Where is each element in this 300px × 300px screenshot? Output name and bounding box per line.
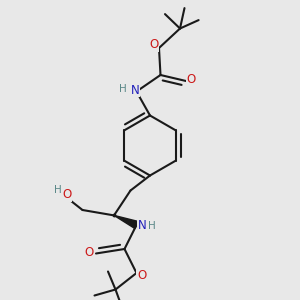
Text: H: H bbox=[118, 84, 126, 94]
Text: O: O bbox=[149, 38, 158, 52]
Text: O: O bbox=[85, 245, 94, 259]
Polygon shape bbox=[114, 215, 138, 229]
Text: H: H bbox=[148, 221, 156, 231]
Text: O: O bbox=[137, 269, 146, 282]
Text: O: O bbox=[187, 73, 196, 86]
Text: H: H bbox=[54, 185, 62, 195]
Text: N: N bbox=[130, 83, 140, 97]
Text: N: N bbox=[137, 219, 146, 232]
Text: O: O bbox=[62, 188, 71, 201]
